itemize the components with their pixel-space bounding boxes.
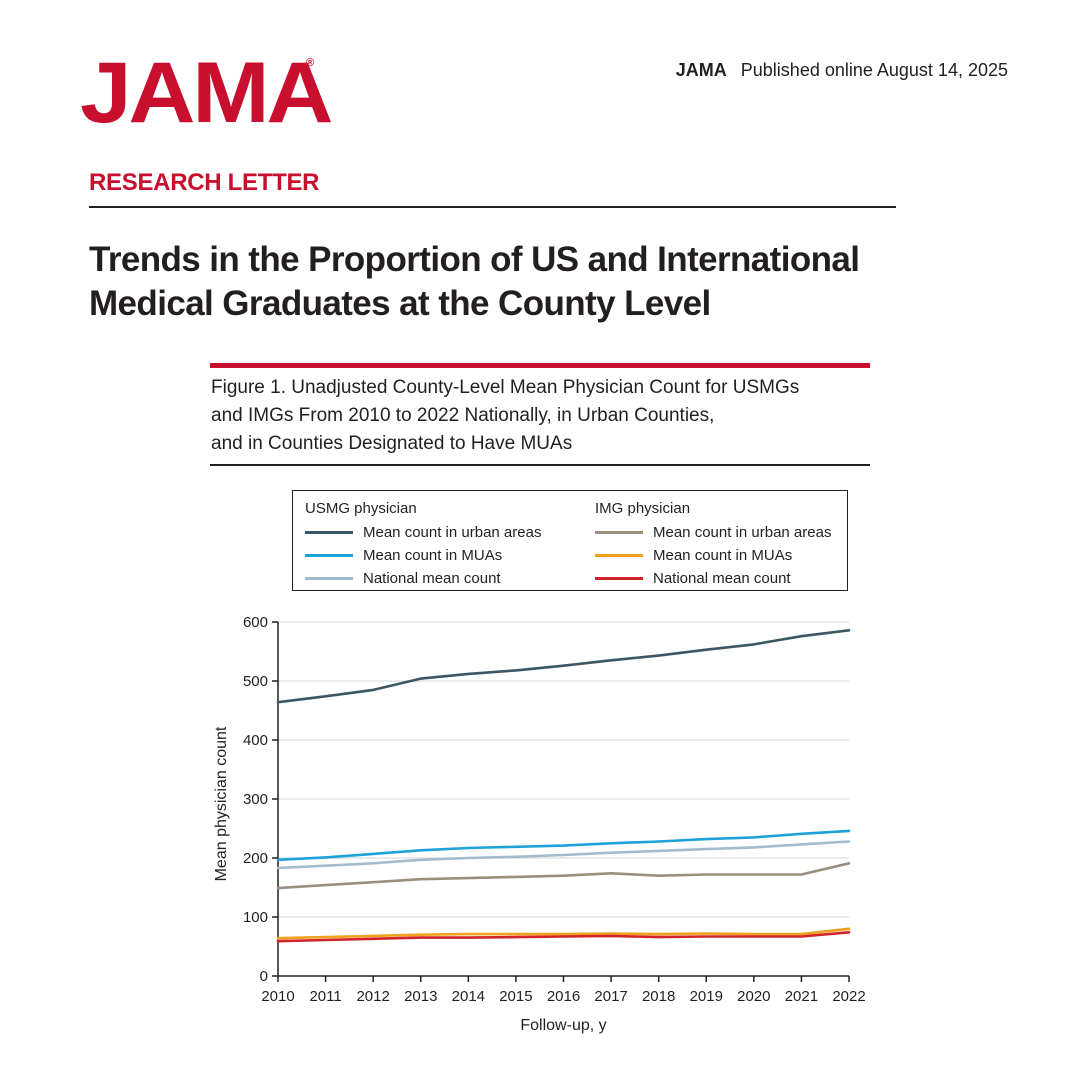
- series-line: [276, 930, 851, 943]
- legend-item-img-urban: Mean count in urban areas: [595, 521, 831, 544]
- x-tick-label: 2011: [309, 988, 341, 1005]
- legend-item-img-mua: Mean count in MUAs: [595, 544, 831, 567]
- x-tick-label: 2020: [737, 988, 770, 1005]
- caption-line-3: and in Counties Designated to Have MUAs: [211, 433, 573, 454]
- publication-line: JAMA Published online August 14, 2025: [676, 60, 1008, 81]
- figure-caption: Figure 1. Unadjusted County-Level Mean P…: [211, 374, 861, 458]
- y-axis-title: Mean physician count: [213, 726, 230, 881]
- legend-label: National mean count: [363, 569, 501, 587]
- x-tick-label: 2017: [594, 988, 627, 1005]
- series-line: [276, 628, 851, 704]
- legend-swatch: [595, 554, 643, 557]
- legend-img-heading: IMG physician: [595, 500, 691, 517]
- legend-usmg-heading: USMG physician: [305, 500, 417, 517]
- y-tick-label: 300: [243, 791, 268, 808]
- x-tick-label: 2014: [452, 988, 485, 1005]
- y-tick-label: 500: [243, 673, 268, 690]
- y-tick-label: 400: [243, 732, 268, 749]
- x-tick-label: 2010: [261, 988, 294, 1005]
- registered-mark: ®: [306, 57, 315, 69]
- series-line: [276, 861, 851, 890]
- series-line: [276, 829, 851, 862]
- article-title: Trends in the Proportion of US and Inter…: [89, 238, 909, 326]
- caption-line-1: Figure 1. Unadjusted County-Level Mean P…: [211, 377, 800, 398]
- x-tick-label: 2022: [832, 988, 865, 1005]
- y-tick-label: 100: [243, 909, 268, 926]
- legend-swatch: [305, 554, 353, 557]
- legend-label: Mean count in MUAs: [363, 546, 503, 564]
- legend-label: Mean count in MUAs: [653, 546, 793, 564]
- legend-label: Mean count in urban areas: [363, 523, 542, 541]
- legend-swatch: [305, 577, 353, 580]
- legend-swatch: [595, 531, 643, 534]
- x-tick-label: 2021: [785, 988, 818, 1005]
- x-tick-label: 2012: [356, 988, 389, 1005]
- legend-item-usmg-mua: Mean count in MUAs: [305, 544, 541, 567]
- x-tick-label: 2019: [690, 988, 723, 1005]
- x-tick-label: 2018: [642, 988, 675, 1005]
- jama-logo: JAMA: [80, 45, 333, 141]
- x-tick-label: 2016: [547, 988, 580, 1005]
- legend-label: National mean count: [653, 569, 791, 587]
- section-divider: [89, 206, 896, 208]
- x-tick-label: 2015: [499, 988, 532, 1005]
- section-label: RESEARCH LETTER: [89, 169, 320, 196]
- legend-img-group: IMG physician Mean count in urban areas …: [595, 499, 831, 590]
- figure-top-rule: [210, 363, 870, 368]
- legend-usmg-group: USMG physician Mean count in urban areas…: [305, 499, 541, 590]
- series-line: [276, 927, 851, 940]
- caption-line-2: and IMGs From 2010 to 2022 Nationally, i…: [211, 405, 715, 426]
- legend-swatch: [305, 531, 353, 534]
- title-line-1: Trends in the Proportion of US and Inter…: [89, 240, 860, 279]
- y-tick-label: 200: [243, 850, 268, 867]
- x-axis-title: Follow-up, y: [520, 1017, 606, 1034]
- series-line: [276, 840, 851, 870]
- legend-item-img-national: National mean count: [595, 567, 831, 590]
- chart-legend: USMG physician Mean count in urban areas…: [292, 490, 848, 591]
- legend-item-usmg-urban: Mean count in urban areas: [305, 521, 541, 544]
- legend-label: Mean count in urban areas: [653, 523, 832, 541]
- legend-swatch: [595, 577, 643, 580]
- y-tick-label: 600: [243, 614, 268, 631]
- journal-name: JAMA: [675, 60, 727, 80]
- figure-caption-rule: [210, 464, 870, 466]
- x-tick-label: 2013: [404, 988, 437, 1005]
- y-tick-label: 0: [260, 968, 268, 985]
- legend-item-usmg-national: National mean count: [305, 567, 541, 590]
- published-date: Published online August 14, 2025: [740, 60, 1008, 80]
- title-line-2: Medical Graduates at the County Level: [89, 284, 711, 323]
